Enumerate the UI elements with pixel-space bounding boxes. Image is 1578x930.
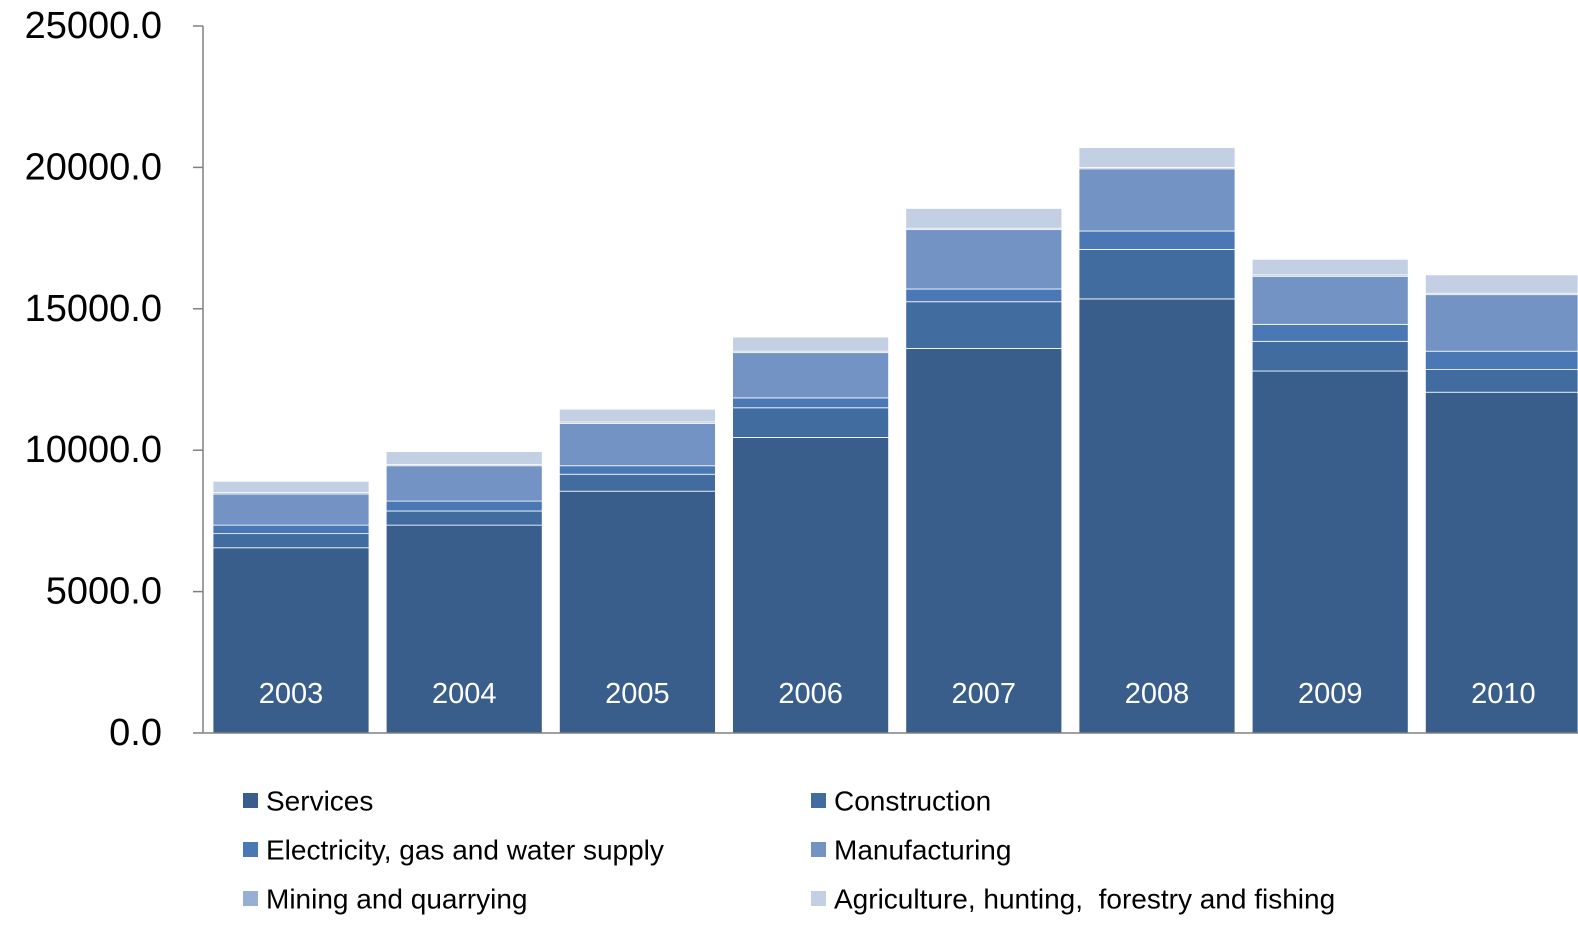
- y-tick-label: 15000.0: [25, 288, 162, 330]
- bar-segment-2007-1: [905, 301, 1063, 349]
- bar-segment-2004-1: [385, 510, 543, 526]
- category-label: 2009: [1298, 678, 1363, 710]
- category-label: 2008: [1125, 678, 1190, 710]
- legend-item: Electricity, gas and water supply: [243, 835, 664, 866]
- bar-segment-2010-3: [1425, 294, 1578, 352]
- category-label: 2006: [778, 678, 843, 710]
- legend-swatch: [243, 793, 258, 808]
- legend-label: Manufacturing: [834, 835, 1011, 866]
- category-label: 2003: [259, 678, 324, 710]
- bar-segment-2005-5: [559, 408, 716, 423]
- legend-label: Agriculture, hunting, forestry and fishi…: [834, 884, 1335, 915]
- y-tick-label: 20000.0: [25, 146, 162, 188]
- bar-segment-2008-2: [1078, 230, 1236, 250]
- legend-item: Manufacturing: [811, 835, 1011, 866]
- bar-segment-2006-2: [732, 397, 889, 409]
- legend-swatch: [811, 891, 826, 906]
- bar-segment-2009-1: [1251, 340, 1409, 372]
- bar-segment-2003-0: [212, 547, 370, 734]
- category-label: 2004: [432, 678, 497, 710]
- bar-segment-2006-0: [732, 437, 889, 734]
- bar-stack-2007: [905, 208, 1063, 734]
- legend-label: Mining and quarrying: [266, 884, 528, 915]
- bar-segment-2007-2: [905, 288, 1063, 303]
- bar-stack-2005: [559, 408, 716, 734]
- bar-segment-2009-2: [1251, 323, 1409, 342]
- category-labels: 2003 2004 2005 2006 2007 2008 2009 2010: [259, 678, 1536, 710]
- bar-segment-2010-0: [1425, 391, 1578, 734]
- bar-segment-2004-2: [385, 500, 543, 512]
- legend-swatch: [243, 842, 258, 857]
- legend-label: Construction: [834, 786, 991, 817]
- bar-segment-2005-3: [559, 422, 716, 467]
- bar-segment-2006-1: [732, 407, 889, 438]
- bar-segment-2009-0: [1251, 370, 1409, 734]
- y-axis-ticks: 0.0 5000.0 10000.0 15000.0 20000.0 25000.0: [25, 5, 203, 754]
- bar-stack-2009: [1251, 258, 1409, 734]
- bar-segment-2010-5: [1425, 274, 1578, 294]
- bar-segment-2010-1: [1425, 369, 1578, 393]
- bar-stack-2008: [1078, 147, 1236, 734]
- y-tick-label: 0.0: [109, 712, 162, 754]
- y-tick-label: 10000.0: [25, 429, 162, 471]
- legend-item: Services: [243, 786, 373, 817]
- bar-segment-2009-3: [1251, 275, 1409, 325]
- legend-swatch: [243, 891, 258, 906]
- y-tick-label: 5000.0: [46, 571, 162, 613]
- bar-segment-2004-3: [385, 465, 543, 502]
- y-tick-label: 25000.0: [25, 5, 162, 47]
- bar-segment-2008-0: [1078, 298, 1236, 734]
- category-label: 2005: [605, 678, 670, 710]
- bar-segment-2008-1: [1078, 249, 1236, 300]
- bar-segment-2003-2: [212, 524, 370, 535]
- legend-item: Agriculture, hunting, forestry and fishi…: [811, 884, 1335, 915]
- bar-segment-2008-3: [1078, 168, 1236, 232]
- legend-item: Mining and quarrying: [243, 884, 528, 915]
- legend-label: Electricity, gas and water supply: [266, 835, 664, 866]
- bar-stack-2010: [1425, 274, 1578, 734]
- legend: Services Construction Electricity, gas and…: [243, 786, 1335, 915]
- legend-item: Construction: [811, 786, 991, 817]
- bar-segment-2007-3: [905, 229, 1063, 290]
- bar-segment-2004-5: [385, 451, 543, 465]
- bar-segment-2008-5: [1078, 147, 1236, 168]
- bar-stack-2004: [385, 451, 543, 734]
- bar-segment-2009-5: [1251, 258, 1409, 276]
- legend-swatch: [811, 793, 826, 808]
- bar-segment-2006-3: [732, 352, 889, 399]
- category-label: 2007: [952, 678, 1017, 710]
- bar-segment-2007-5: [905, 208, 1063, 229]
- bar-segment-2005-1: [559, 473, 716, 492]
- bar-segment-2010-2: [1425, 350, 1578, 371]
- legend-label: Services: [266, 786, 373, 817]
- bar-segment-2004-0: [385, 524, 543, 734]
- bars-group: [212, 147, 1578, 734]
- bar-segment-2003-5: [212, 480, 370, 494]
- bar-segment-2006-5: [732, 336, 889, 352]
- bar-segment-2003-1: [212, 533, 370, 549]
- bar-segment-2003-3: [212, 493, 370, 526]
- bar-stack-2003: [212, 480, 370, 734]
- category-label: 2010: [1471, 678, 1536, 710]
- bar-stack-2006: [732, 336, 889, 734]
- legend-swatch: [811, 842, 826, 857]
- bar-segment-2007-0: [905, 347, 1063, 734]
- bar-segment-2005-2: [559, 465, 716, 475]
